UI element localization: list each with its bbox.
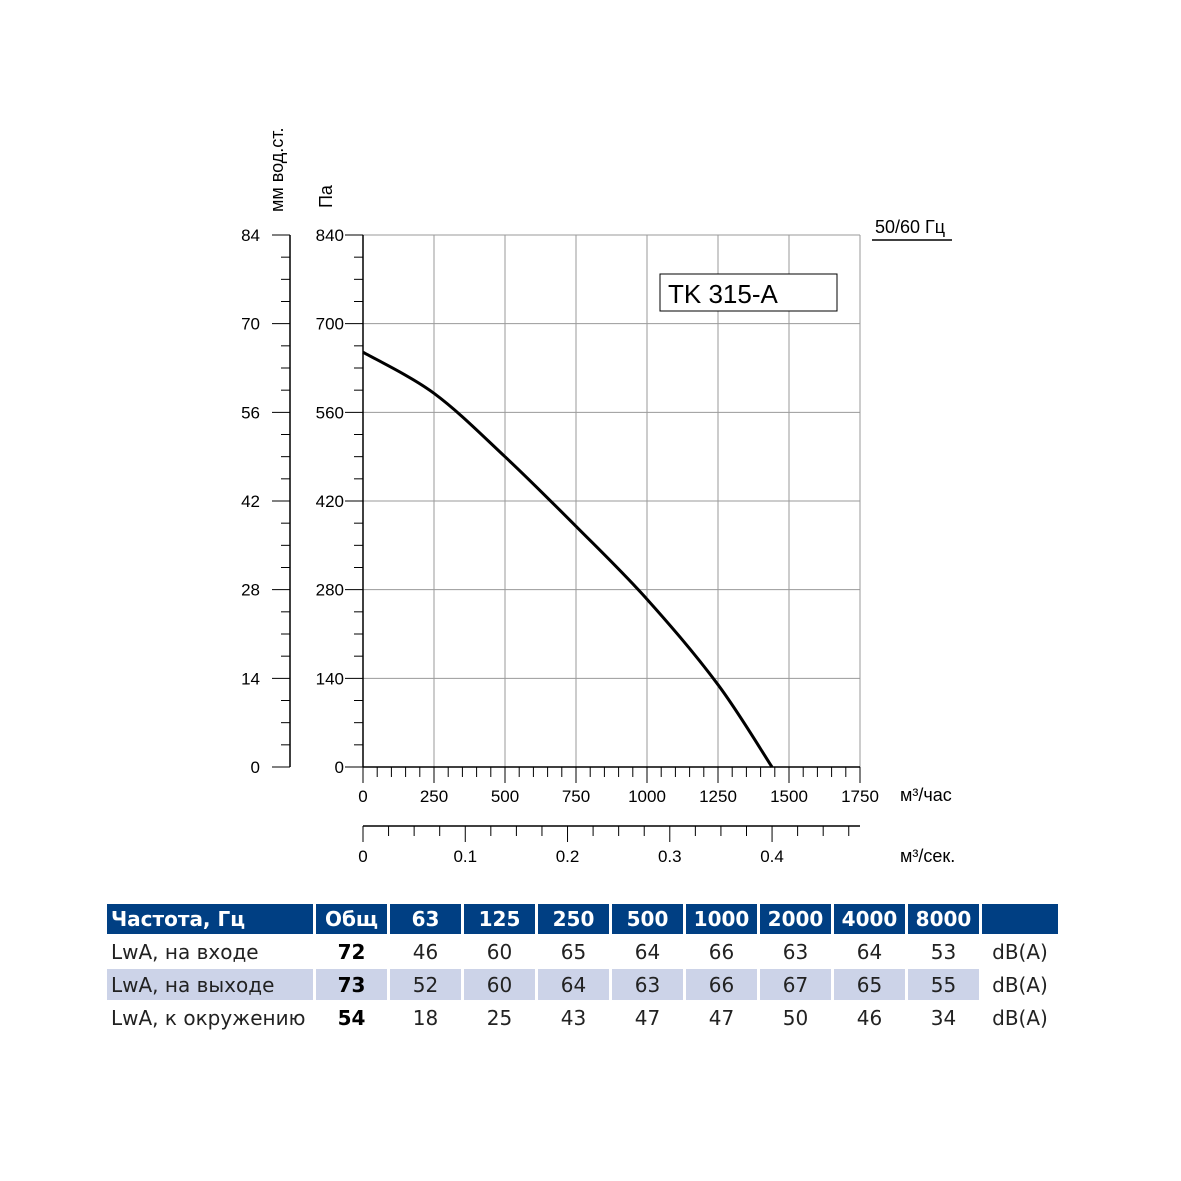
header-8000: 8000 xyxy=(908,904,979,934)
x-tick-label: 1250 xyxy=(699,787,737,806)
table-cell: 67 xyxy=(760,969,831,1000)
header-unit xyxy=(982,904,1058,934)
header-4000: 4000 xyxy=(834,904,905,934)
model-box xyxy=(659,273,838,312)
table-cell: 60 xyxy=(486,939,513,964)
y-mm-tick-label: 84 xyxy=(241,226,260,245)
row-label: LwA, на входе xyxy=(111,939,259,964)
table-cell: 65 xyxy=(560,939,587,964)
y-pa-tick-label: 560 xyxy=(316,403,344,422)
table-cell: 50 xyxy=(782,1005,809,1030)
x-tick-label: 1000 xyxy=(628,787,666,806)
curve-layer xyxy=(362,350,774,768)
table-cell: 18 xyxy=(412,1005,439,1030)
table-cell: 25 xyxy=(486,1005,513,1030)
table-cell: 55 xyxy=(908,969,979,1000)
y-mm-tick-label: 42 xyxy=(241,492,260,511)
row-total: 73 xyxy=(316,969,387,1000)
row-total: 54 xyxy=(337,1005,366,1030)
table-cell: 46 xyxy=(856,1005,883,1030)
x-tick-label: 250 xyxy=(420,787,448,806)
x-tick-label: 1750 xyxy=(841,787,879,806)
table-cell: 64 xyxy=(634,939,661,964)
table-row: LwA, к окружению 54 18 25 43 47 47 50 46… xyxy=(107,1002,1058,1033)
y-pa-tick-label: 140 xyxy=(316,669,344,688)
x-tick-label: 750 xyxy=(562,787,590,806)
table-cell: 64 xyxy=(856,939,883,964)
labels: мм вод.ст. Па 50/60 Гц TK 315-A м³/час м… xyxy=(267,128,955,866)
table-cell: 60 xyxy=(464,969,535,1000)
header-2000: 2000 xyxy=(760,904,831,934)
y-mm-tick-label: 70 xyxy=(241,315,260,334)
x-axis-unit-label: м³/час xyxy=(900,785,952,805)
header-1000: 1000 xyxy=(686,904,757,934)
table-cell: 64 xyxy=(538,969,609,1000)
x-tick-label: 500 xyxy=(491,787,519,806)
x-tick-label: 1500 xyxy=(770,787,808,806)
row-label: LwA, к окружению xyxy=(111,1005,306,1030)
y-mm-tick-label: 56 xyxy=(241,403,260,422)
table-cell: 46 xyxy=(412,939,439,964)
row-total: 72 xyxy=(337,939,366,964)
header-250: 250 xyxy=(538,904,609,934)
x2-tick-label: 0.1 xyxy=(453,847,477,866)
header-total: Общ xyxy=(316,904,387,934)
y-mm-tick-label: 0 xyxy=(251,758,260,777)
header-63: 63 xyxy=(390,904,461,934)
row-unit: dB(A) xyxy=(982,969,1058,1000)
x2-tick-label: 0.3 xyxy=(658,847,682,866)
table-cell: 63 xyxy=(612,969,683,1000)
table-row: LwA, на выходе 73 52 60 64 63 66 67 65 5… xyxy=(107,969,1058,1000)
table-row: LwA, на входе 72 46 60 65 64 66 63 64 53… xyxy=(107,936,1058,967)
row-unit: dB(A) xyxy=(992,939,1048,964)
x-tick-label: 0 xyxy=(358,787,367,806)
x2-tick-label: 0 xyxy=(358,847,367,866)
table-cell: 47 xyxy=(634,1005,661,1030)
performance-curve xyxy=(362,350,774,768)
noise-table: Частота, Гц Общ 63 125 250 500 1000 2000… xyxy=(104,902,1061,1035)
header-frequency: Частота, Гц xyxy=(107,904,313,934)
y-pa-tick-label: 280 xyxy=(316,581,344,600)
x2-tick-label: 0.4 xyxy=(760,847,784,866)
header-125: 125 xyxy=(464,904,535,934)
y-left-axis-label: мм вод.ст. xyxy=(267,128,287,212)
table-cell: 66 xyxy=(708,939,735,964)
table-header-row: Частота, Гц Общ 63 125 250 500 1000 2000… xyxy=(107,904,1058,934)
frequency-label: 50/60 Гц xyxy=(875,217,945,237)
x2-tick-label: 0.2 xyxy=(556,847,580,866)
header-500: 500 xyxy=(612,904,683,934)
y-pa-tick-label: 840 xyxy=(316,226,344,245)
model-label: TK 315-A xyxy=(668,279,778,309)
y-pa-tick-label: 0 xyxy=(335,758,344,777)
y-pa-tick-label: 700 xyxy=(316,315,344,334)
y-mm-tick-label: 28 xyxy=(241,581,260,600)
y-pa-tick-label: 420 xyxy=(316,492,344,511)
table-cell: 63 xyxy=(782,939,809,964)
x2-axis-unit-label: м³/сек. xyxy=(900,846,955,866)
y-right-axis-label: Па xyxy=(316,184,336,208)
table-cell: 43 xyxy=(560,1005,587,1030)
table-cell: 65 xyxy=(834,969,905,1000)
row-unit: dB(A) xyxy=(992,1005,1048,1030)
table-cell: 34 xyxy=(930,1005,957,1030)
table-cell: 66 xyxy=(686,969,757,1000)
table-cell: 52 xyxy=(390,969,461,1000)
y-mm-tick-label: 14 xyxy=(241,669,260,688)
table-cell: 47 xyxy=(708,1005,735,1030)
row-label: LwA, на выходе xyxy=(107,969,313,1000)
table-cell: 53 xyxy=(930,939,957,964)
grid xyxy=(363,234,861,767)
